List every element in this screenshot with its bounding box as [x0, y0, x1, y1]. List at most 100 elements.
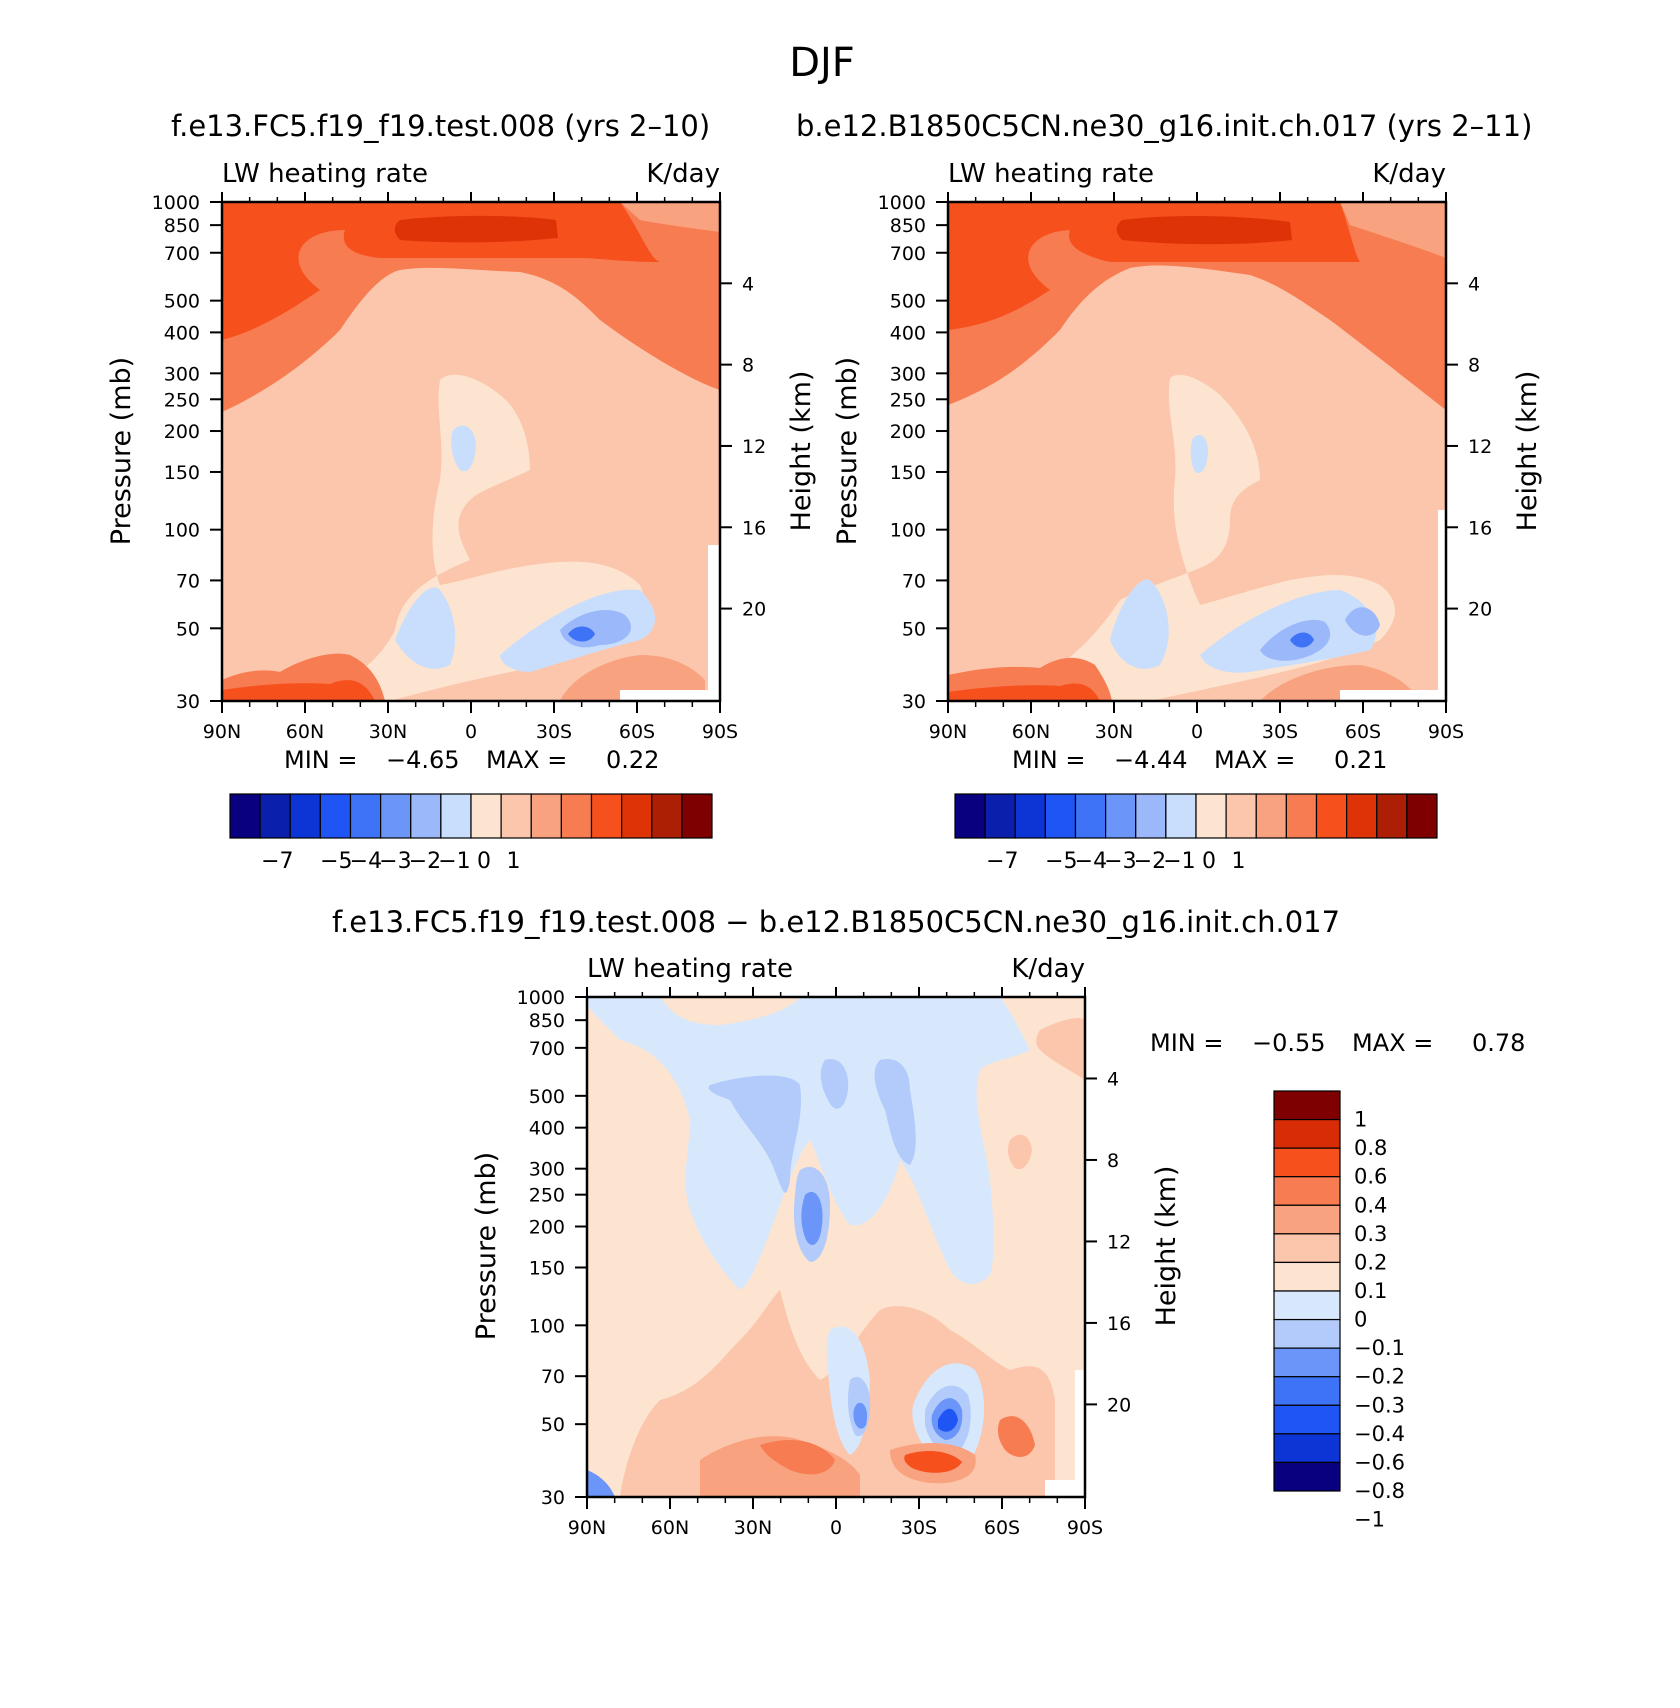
y-tick-label: 50: [176, 618, 200, 640]
y-tick-label: 150: [164, 462, 200, 484]
panel-diff-axes: 305070100150200250300400500700850100090N…: [517, 987, 1131, 1539]
colorbar-label: 0: [477, 849, 491, 874]
colorbar-label: 0: [1202, 849, 1216, 874]
contour-d-pos-right-small: [1007, 1134, 1032, 1170]
y-tick-label: 400: [529, 1118, 565, 1140]
x-tick-label: 90N: [203, 721, 241, 743]
panel-a-title: f.e13.FC5.f19_f19.test.008 (yrs 2–10): [171, 109, 710, 143]
panel-b-title: b.e12.B1850C5CN.ne30_g16.init.ch.017 (yr…: [796, 109, 1532, 143]
colorbar-cell: [349, 793, 382, 839]
y2-tick-label: 12: [1107, 1231, 1131, 1253]
panel-b-min-value: −4.44: [1114, 746, 1188, 774]
panel-diff-max-label: MAX =: [1352, 1029, 1433, 1057]
x-tick-label: 30S: [1262, 721, 1298, 743]
colorbar-label: −3: [379, 849, 411, 874]
panel-diff: 305070100150200250300400500700850100090N…: [471, 954, 1525, 1539]
y-tick-label: 400: [164, 322, 200, 344]
y2-tick-label: 20: [1468, 599, 1492, 621]
y2-tick-label: 4: [1107, 1068, 1119, 1090]
x-tick-label: 90N: [929, 721, 967, 743]
panel-b-contours: [948, 202, 1446, 701]
colorbar-cell: [590, 793, 623, 839]
colorbar-label: 1: [1231, 849, 1245, 874]
y2-tick-label: 4: [1468, 273, 1480, 295]
colorbar-label: −3: [1104, 849, 1136, 874]
colorbar-label: −1: [438, 849, 470, 874]
x-tick-label: 30N: [1095, 721, 1133, 743]
panel-a: 305070100150200250300400500700850100090N…: [106, 159, 817, 874]
colorbar-cell: [1273, 1376, 1341, 1406]
colorbar-cell: [470, 793, 502, 839]
panel-a-y-axis-label: Pressure (mb): [106, 357, 137, 545]
colorbar-label: 1: [1354, 1108, 1367, 1132]
colorbar-label: −2: [1134, 849, 1166, 874]
colorbar-cell: [681, 793, 713, 839]
colorbar-label: −0.6: [1354, 1450, 1405, 1474]
contour-b-blue-center: [1190, 434, 1208, 474]
colorbar-cell: [259, 793, 291, 839]
colorbar-label: −5: [320, 849, 352, 874]
colorbar-cell: [1074, 793, 1107, 839]
contour-a-surface-right: [560, 655, 705, 701]
colorbar-cell: [1105, 793, 1137, 839]
x-tick-label: 30N: [734, 1517, 772, 1539]
colorbar-label: −0.8: [1354, 1479, 1405, 1503]
x-tick-label: 60N: [651, 1517, 689, 1539]
y-tick-label: 250: [529, 1185, 565, 1207]
colorbar-cell: [1273, 1404, 1341, 1435]
y-tick-label: 150: [890, 462, 926, 484]
x-tick-label: 0: [465, 721, 477, 743]
y-tick-label: 850: [529, 1010, 565, 1032]
y-tick-label: 500: [890, 291, 926, 313]
contour-b-blue-south-4: [1345, 607, 1380, 636]
colorbar-cell: [289, 793, 321, 839]
y2-tick-label: 8: [1468, 355, 1480, 377]
contour-d-neg-mid-2: [874, 1059, 916, 1165]
panel-diff-colorbar: 1 0.8 0.6 0.4 0.3 0.2 0.1 0 −0.1 −0.2 −0.3 −0.4 −0.6…: [1273, 1090, 1405, 1532]
y-tick-label: 100: [890, 520, 926, 542]
y2-tick-label: 20: [1107, 1394, 1131, 1416]
colorbar-label: −7: [261, 849, 293, 874]
colorbar-label: −0.4: [1354, 1422, 1405, 1446]
figure-title: DJF: [789, 40, 855, 86]
colorbar-cell: [319, 793, 352, 839]
y-tick-label: 500: [529, 1086, 565, 1108]
panel-a-min-value: −4.65: [386, 746, 460, 774]
contour-a-blue-left: [395, 587, 456, 669]
y2-tick-label: 16: [1468, 517, 1492, 539]
x-tick-label: 30S: [901, 1517, 937, 1539]
colorbar-cell: [1346, 793, 1378, 839]
colorbar-cell: [229, 793, 261, 839]
colorbar-cell: [500, 793, 532, 839]
colorbar-label: −0.3: [1354, 1393, 1405, 1417]
colorbar-cell: [1273, 1433, 1341, 1464]
contour-d-neg-polar: [587, 1470, 615, 1497]
colorbar-cell: [1135, 793, 1167, 839]
colorbar-label: 0.8: [1354, 1136, 1387, 1160]
panel-a-missing-antarctic: [620, 690, 720, 701]
y-tick-label: 200: [890, 421, 926, 443]
panel-a-right-string: K/day: [646, 159, 720, 189]
x-tick-label: 0: [830, 1517, 842, 1539]
colorbar-cell: [530, 793, 562, 839]
y2-tick-label: 12: [1468, 436, 1492, 458]
contour-b-blue-left: [1110, 579, 1169, 669]
panel-a-max-value: 0.22: [606, 746, 659, 774]
panel-a-missing-edge: [708, 545, 720, 701]
colorbar-cell: [651, 793, 683, 839]
colorbar-label: 0.3: [1354, 1222, 1387, 1246]
colorbar-cell: [1273, 1176, 1341, 1206]
panel-b-min-label: MIN =: [1012, 746, 1085, 774]
panel-b-missing-antarctic: [1340, 690, 1446, 701]
contour-a-blue-center: [451, 425, 476, 472]
colorbar-label: −5: [1045, 849, 1077, 874]
colorbar-cell: [1273, 1290, 1341, 1321]
y-tick-label: 50: [902, 618, 926, 640]
contour-d-neg-lower-3: [853, 1402, 868, 1429]
y-tick-label: 30: [902, 691, 926, 713]
colorbar-cell: [1273, 1090, 1341, 1121]
contour-d-neg-broad: [587, 997, 1030, 1290]
panel-diff-min-value: −0.55: [1252, 1029, 1326, 1057]
contour-b-blue-south-3: [1290, 632, 1314, 648]
